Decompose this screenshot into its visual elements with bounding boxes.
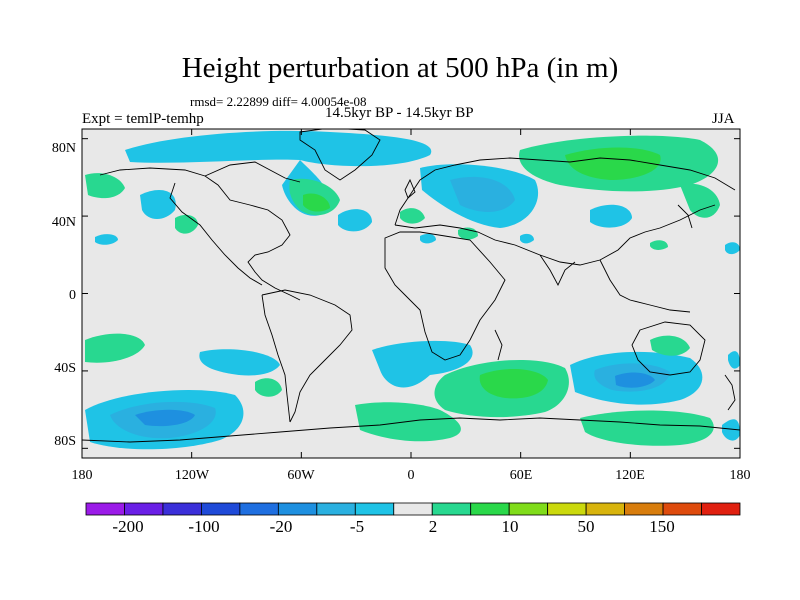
negative-anomaly-regions [85,130,740,450]
colorbar-box-9 [431,502,472,516]
coast-india [539,254,576,287]
lon-label-120w: 120W [174,468,210,483]
plot-title: Height perturbation at 500 hPa (in m) [181,52,619,84]
colorbar-box-3 [201,502,241,516]
experiment-label: Expt = temlP-temhp [82,111,204,127]
colorbar-label-2: -100 [188,517,220,536]
coast-eurasia [394,157,736,266]
coast-australia [631,321,706,376]
coastlines [82,129,740,443]
lon-label-60w: 60W [287,468,315,483]
anomaly-region-far-southeast [728,351,740,369]
anomaly-region-south-atlantic [372,340,473,388]
anomaly-region-south-pacific-far-west [85,333,145,363]
anomaly-region-small-2 [420,233,436,244]
lat-label-0: 0 [69,288,76,303]
anomaly-region-europe-small [400,208,425,224]
coast-antarctica [82,417,740,443]
coast-madagascar [494,329,503,361]
colorbar [85,502,741,516]
anomaly-region-small-4 [725,242,740,255]
coast-southeast-asia [599,259,691,313]
colorbar-box-1 [124,502,164,516]
lon-label-0: 0 [407,468,415,483]
anomaly-region-east-asia-small [650,240,668,250]
anomaly-region-south-pacific-west [199,349,280,376]
axis-ticks [81,129,741,458]
anomaly-region-west-atlantic [338,209,372,232]
colorbar-box-14 [624,502,664,516]
colorbar-box-11 [508,502,549,516]
season-label: JJA [712,111,735,127]
coast-uk [404,178,416,199]
anomaly-region-small-3 [520,233,534,244]
anomaly-region-south-pacific-east [650,335,690,356]
lon-label-180e: 180 [729,468,751,483]
coast-south-america [261,289,353,423]
colorbar-label-4: -5 [349,517,365,536]
anomaly-region-northeast-america-core [303,193,330,212]
anomaly-region-north-pacific [140,190,176,219]
anomaly-region-east-siberia [680,183,720,218]
coast-new-zealand [724,374,736,411]
anomaly-region-dateline-south [722,419,740,441]
anomaly-region-southern-ocean-pacific-core [135,409,195,427]
lon-label-180w: 180 [71,468,93,483]
anomaly-region-siberia-mid [565,147,661,180]
anomaly-region-south-america-west [255,378,282,397]
anomaly-region-europe-core [450,176,515,212]
anomaly-region-southern-ocean-indian [580,410,714,446]
colorbar-box-13 [585,502,625,516]
period-label: 14.5kyr BP - 14.5kyr BP [325,105,474,121]
colorbar-box-10 [470,502,510,516]
coast-africa [384,231,506,361]
colorbar-box-2 [162,502,202,516]
lon-label-120e: 120E [615,468,645,483]
anomaly-region-alaska [85,173,125,199]
lat-label-40n: 40N [51,215,76,230]
colorbar-label-3: -20 [269,517,293,536]
coast-north-america [99,161,301,301]
colorbar-box-0 [85,502,125,516]
lat-label-40s: 40S [54,361,76,376]
anomaly-region-south-atlantic-mid [479,368,548,399]
colorbar-box-15 [662,502,702,516]
colorbar-label-7: 50 [577,517,595,536]
lat-label-80s: 80S [54,434,76,449]
stats-text: rmsd= 2.22899 diff= 4.00054e-08 [190,94,367,109]
colorbar-box-7 [354,502,395,516]
colorbar-label-8: 150 [649,517,675,536]
anomaly-region-north-atlantic-polar [125,130,432,167]
colorbar-box-4 [239,502,279,516]
colorbar-label-5: 2 [428,517,438,536]
colorbar-label-1: -200 [112,517,144,536]
lat-label-80n: 80N [51,141,76,156]
anomaly-region-south-indian-ocean-core [615,372,655,388]
anomaly-region-east-asia [590,204,632,228]
colorbar-box-12 [547,502,587,516]
colorbar-box-16 [701,502,741,516]
colorbar-label-6: 10 [501,517,519,536]
colorbar-box-5 [277,502,318,516]
lon-label-60e: 60E [509,468,533,483]
anomaly-region-small-1 [95,234,118,245]
colorbar-box-6 [316,502,356,516]
coast-japan [677,204,693,229]
colorbar-box-8 [393,502,433,516]
